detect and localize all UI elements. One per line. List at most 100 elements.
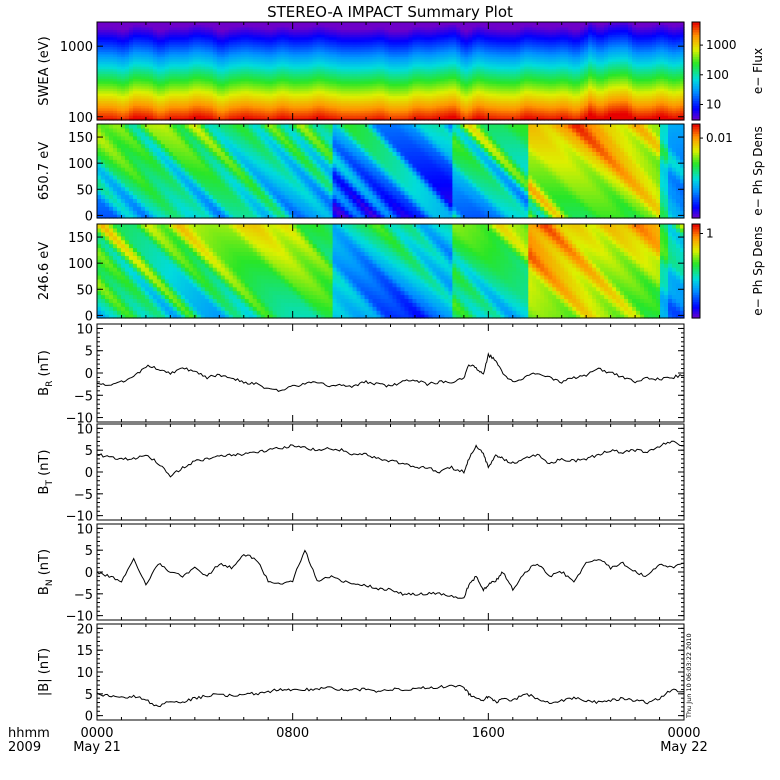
heatmap-cell xyxy=(276,71,282,75)
heatmap-cell xyxy=(216,90,222,94)
heatmap-cell xyxy=(156,46,162,50)
heatmap-cell xyxy=(184,117,190,121)
heatmap-cell xyxy=(196,117,202,121)
heatmap-cell xyxy=(156,34,162,38)
heatmap-cell xyxy=(308,26,314,30)
heatmap-cell xyxy=(452,78,457,82)
heatmap-cell xyxy=(524,39,529,43)
heatmap-cell xyxy=(520,53,525,57)
heatmap-cell xyxy=(476,39,481,43)
heatmap-cell xyxy=(144,90,150,94)
heatmap-cell xyxy=(456,105,461,109)
heatmap-cell xyxy=(460,48,465,52)
heatmap-cell xyxy=(176,83,182,87)
heatmap-cell xyxy=(268,78,274,82)
heatmap-cell xyxy=(340,29,346,33)
heatmap-cell xyxy=(496,36,501,40)
heatmap-cell xyxy=(120,44,126,48)
heatmap-cell xyxy=(360,102,366,106)
heatmap-cell xyxy=(444,93,449,97)
heatmap-cell xyxy=(100,61,106,65)
heatmap-cell xyxy=(208,95,214,99)
heatmap-cell xyxy=(424,107,430,111)
heatmap-cell xyxy=(204,39,210,43)
heatmap-cell xyxy=(552,110,557,114)
heatmap-cell xyxy=(460,95,465,99)
heatmap-cell xyxy=(308,90,314,94)
heatmap-cell xyxy=(280,100,286,104)
heatmap-cell xyxy=(120,95,126,99)
heatmap-cell xyxy=(120,115,126,119)
heatmap-cell xyxy=(252,90,258,94)
heatmap-cell xyxy=(420,71,426,75)
heatmap-cell xyxy=(440,107,445,111)
heatmap-cell xyxy=(544,80,549,84)
heatmap-cell xyxy=(452,51,457,55)
heatmap-cell xyxy=(460,63,465,67)
heatmap-cell xyxy=(512,97,517,101)
heatmap-cell xyxy=(260,36,266,40)
heatmap-cell xyxy=(200,53,206,57)
heatmap-cell xyxy=(520,36,525,40)
heatmap-cell xyxy=(356,105,362,109)
heatmap-cell xyxy=(476,78,481,82)
heatmap-cell xyxy=(576,117,581,121)
heatmap-cell xyxy=(172,68,178,72)
heatmap-cell xyxy=(380,61,386,65)
heatmap-cell xyxy=(176,80,182,84)
heatmap-cell xyxy=(100,80,106,84)
heatmap-cell xyxy=(408,58,414,62)
heatmap-cell xyxy=(148,63,154,67)
heatmap-cell xyxy=(588,95,593,99)
heatmap-cell xyxy=(172,53,178,57)
heatmap-cell xyxy=(368,90,374,94)
heatmap-cell xyxy=(108,48,114,52)
heatmap-cell xyxy=(508,75,513,79)
heatmap-cell xyxy=(324,34,330,38)
heatmap-cell xyxy=(580,58,585,62)
heatmap-cell xyxy=(492,36,497,40)
heatmap-cell xyxy=(292,73,298,77)
heatmap-cell xyxy=(412,63,418,67)
heatmap-cell xyxy=(100,93,106,97)
heatmap-cell xyxy=(428,97,434,101)
heatmap-cell xyxy=(436,26,442,30)
heatmap-cell xyxy=(228,22,234,26)
heatmap-cell xyxy=(388,41,394,45)
heatmap-cell xyxy=(360,61,366,65)
heatmap-cell xyxy=(160,93,166,97)
heatmap-cell xyxy=(112,71,118,75)
heatmap-cell xyxy=(200,63,206,67)
heatmap-cell xyxy=(428,100,434,104)
heatmap-cell xyxy=(248,93,254,97)
heatmap-cell xyxy=(248,110,254,114)
heatmap-cell xyxy=(520,90,525,94)
heatmap-cell xyxy=(216,115,222,119)
heatmap-cell xyxy=(440,29,445,33)
heatmap-cell xyxy=(240,102,246,106)
heatmap-cell xyxy=(408,85,414,89)
heatmap-cell xyxy=(320,61,326,65)
heatmap-cell xyxy=(220,97,226,101)
heatmap-cell xyxy=(356,66,362,70)
heatmap-cell xyxy=(476,117,481,121)
heatmap-cell xyxy=(264,31,270,35)
heatmap-cell xyxy=(216,51,222,55)
heatmap-cell xyxy=(152,102,158,106)
heatmap-cell xyxy=(120,36,126,40)
heatmap-cell xyxy=(176,53,182,57)
heatmap-cell xyxy=(544,93,549,97)
heatmap-cell xyxy=(568,110,573,114)
heatmap-cell xyxy=(256,41,262,45)
heatmap-cell xyxy=(352,88,358,92)
heatmap-cell xyxy=(164,102,170,106)
heatmap-cell xyxy=(368,36,374,40)
heatmap-cell xyxy=(460,102,465,106)
heatmap-cell xyxy=(260,117,266,121)
heatmap-cell xyxy=(260,48,266,52)
heatmap-cell xyxy=(296,93,302,97)
heatmap-cell xyxy=(280,115,286,119)
heatmap-cell xyxy=(368,53,374,57)
heatmap-cell xyxy=(588,48,593,52)
heatmap-cell xyxy=(244,26,250,30)
